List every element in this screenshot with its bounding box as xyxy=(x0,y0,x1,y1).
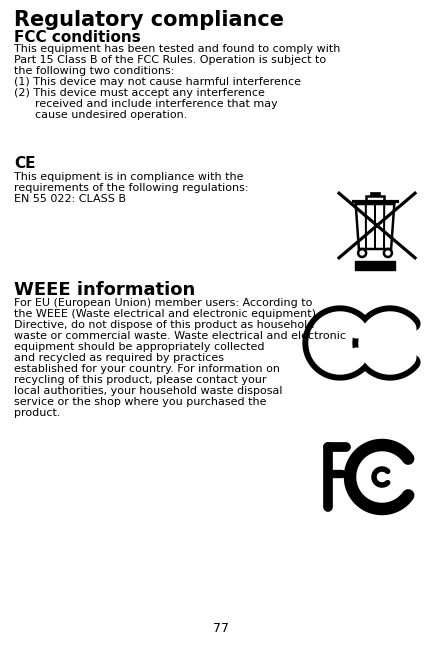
Text: recycling of this product, please contact your: recycling of this product, please contac… xyxy=(14,375,267,385)
Bar xyxy=(366,196,384,201)
Text: local authorities, your household waste disposal: local authorities, your household waste … xyxy=(14,386,282,396)
Text: and recycled as required by practices: and recycled as required by practices xyxy=(14,353,224,363)
Text: waste or commercial waste. Waste electrical and electronic: waste or commercial waste. Waste electri… xyxy=(14,331,346,341)
Bar xyxy=(370,192,380,195)
Text: Regulatory compliance: Regulatory compliance xyxy=(14,10,284,30)
Text: requirements of the following regulations:: requirements of the following regulation… xyxy=(14,183,248,193)
Text: (2) This device must accept any interference: (2) This device must accept any interfer… xyxy=(14,88,265,98)
Text: Directive, do not dispose of this product as household: Directive, do not dispose of this produc… xyxy=(14,320,314,330)
Text: CE: CE xyxy=(14,156,35,171)
Text: established for your country. For information on: established for your country. For inform… xyxy=(14,364,280,374)
Text: WEEE information: WEEE information xyxy=(14,281,195,299)
Text: service or the shop where you purchased the: service or the shop where you purchased … xyxy=(14,397,267,407)
Text: This equipment is in compliance with the: This equipment is in compliance with the xyxy=(14,172,244,182)
Text: 77: 77 xyxy=(213,622,229,635)
Text: For EU (European Union) member users: According to: For EU (European Union) member users: Ac… xyxy=(14,298,312,308)
Text: FCC conditions: FCC conditions xyxy=(14,30,141,45)
Text: equipment should be appropriately collected: equipment should be appropriately collec… xyxy=(14,342,264,352)
Text: product.: product. xyxy=(14,408,61,418)
Text: (1) This device may not cause harmful interference: (1) This device may not cause harmful in… xyxy=(14,77,301,87)
Text: the following two conditions:: the following two conditions: xyxy=(14,66,175,76)
Text: cause undesired operation.: cause undesired operation. xyxy=(14,110,187,120)
Text: EN 55 022: CLASS B: EN 55 022: CLASS B xyxy=(14,194,126,204)
Text: This equipment has been tested and found to comply with: This equipment has been tested and found… xyxy=(14,44,340,54)
Text: Part 15 Class B of the FCC Rules. Operation is subject to: Part 15 Class B of the FCC Rules. Operat… xyxy=(14,55,326,65)
Text: the WEEE (Waste electrical and electronic equipment): the WEEE (Waste electrical and electroni… xyxy=(14,309,316,319)
Text: received and include interference that may: received and include interference that m… xyxy=(14,99,278,109)
